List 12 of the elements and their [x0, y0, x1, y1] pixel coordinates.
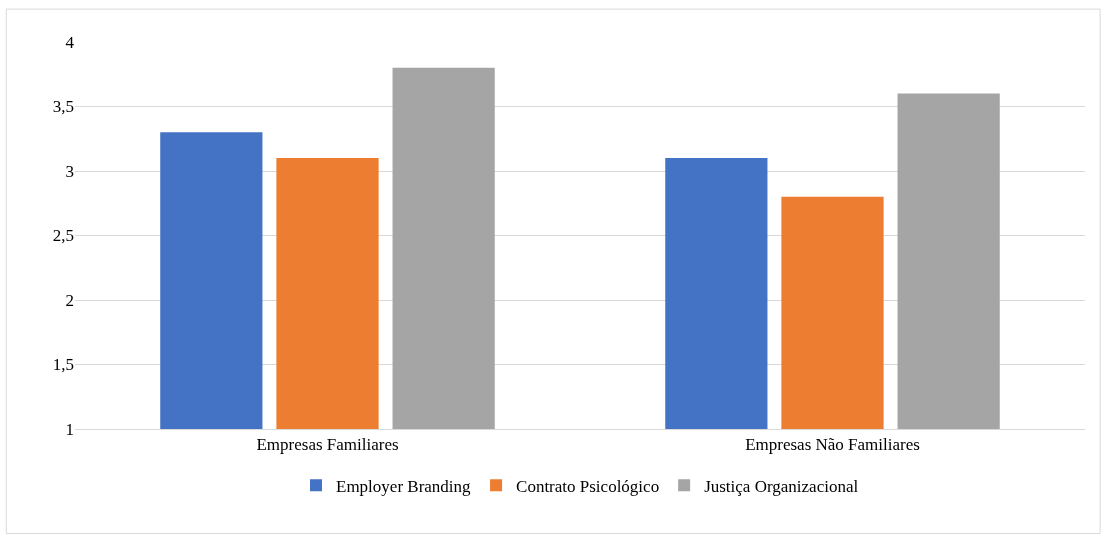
- y-tick-label: 1: [65, 419, 74, 439]
- legend-label: Employer Branding: [336, 476, 472, 496]
- y-tick-label: 2: [65, 290, 74, 310]
- y-tick-label: 3: [65, 161, 74, 181]
- y-tick-label: 4: [65, 32, 75, 52]
- y-tick-label: 1,5: [52, 355, 74, 375]
- y-tick-label: 2,5: [52, 226, 74, 246]
- x-tick-label: Empresas Não Familiares: [745, 435, 920, 455]
- y-tick-label: 3,5: [52, 97, 74, 117]
- x-tick-label: Empresas Familiares: [256, 435, 399, 455]
- legend-label: Justiça Organizacional: [704, 476, 859, 496]
- legend-label: Contrato Psicológico: [516, 476, 660, 496]
